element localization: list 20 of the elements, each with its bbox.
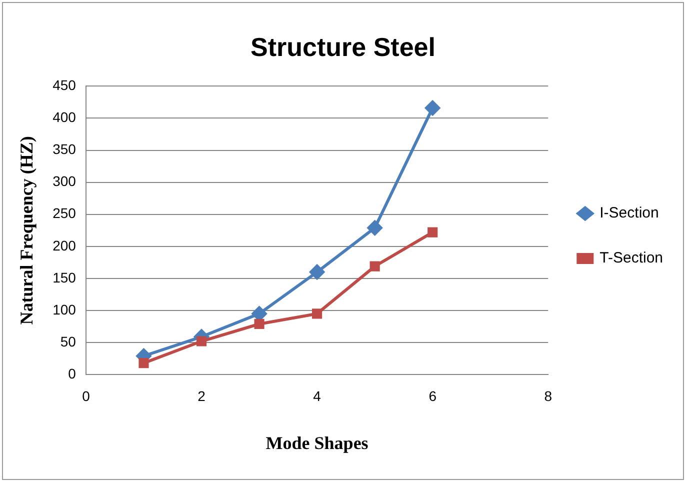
y-tick-label: 100 — [52, 301, 76, 318]
y-tick-label: 450 — [52, 77, 76, 94]
x-tick-label: 4 — [313, 388, 322, 404]
x-tick-label: 8 — [544, 388, 552, 404]
chart-title: Structure Steel — [250, 32, 436, 62]
y-tick-label: 300 — [52, 173, 76, 190]
x-axis-title: Mode Shapes — [266, 432, 368, 453]
y-tick-label: 400 — [52, 109, 76, 126]
y-tick-label: 0 — [68, 365, 76, 382]
legend-label: T-Section — [600, 250, 664, 267]
y-tick-label: 150 — [52, 269, 76, 286]
legend-label: I-Section — [600, 204, 659, 222]
y-tick-label: 350 — [52, 141, 76, 158]
y-tick-label: 50 — [60, 333, 76, 350]
x-tick-label: 0 — [82, 388, 90, 404]
y-axis-title: Natural Frequency (HZ) — [16, 136, 36, 325]
y-tick-label: 250 — [52, 205, 76, 222]
x-tick-label: 2 — [198, 388, 206, 404]
x-tick-label: 6 — [428, 388, 437, 404]
y-tick-label: 200 — [52, 237, 76, 254]
